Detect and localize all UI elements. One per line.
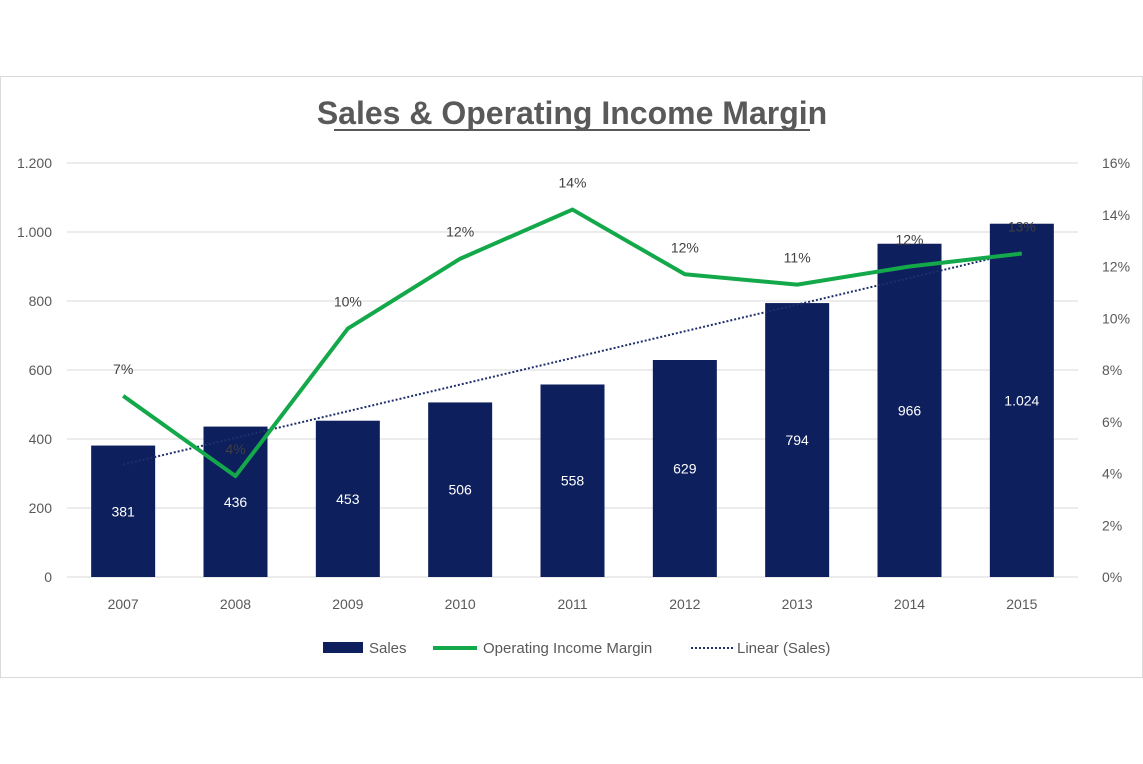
y-right-tick-label: 16% (1102, 155, 1130, 171)
sales-bar (203, 426, 268, 577)
y-right-tick-label: 2% (1102, 517, 1122, 533)
y-left-tick-label: 0 (44, 569, 52, 585)
y-left-tick-label: 1.000 (17, 224, 52, 240)
margin-data-label: 14% (558, 175, 586, 191)
legend: Sales Operating Income Margin Linear (Sale… (323, 640, 830, 657)
margin-data-label: 12% (895, 232, 923, 248)
sales-bar-label: 1.024 (1004, 392, 1039, 408)
sales-bar-label: 381 (111, 503, 135, 519)
margin-line-path (122, 207, 1023, 479)
legend-label-margin: Operating Income Margin (483, 640, 652, 657)
sales-bar-label: 506 (448, 482, 472, 498)
x-tick-label: 2014 (894, 596, 925, 612)
margin-line: 7% 4% 10% 12% 14% 12% 11% 12% 13% (113, 175, 1036, 479)
margin-data-label: 10% (334, 294, 362, 310)
y-right-tick-label: 8% (1102, 362, 1122, 378)
margin-data-label: 12% (671, 239, 699, 255)
x-axis: 2007 2008 2009 2010 2011 2012 2013 2014 2015 (108, 596, 1038, 612)
margin-data-label: 11% (784, 250, 811, 266)
margin-data-label: 4% (225, 441, 245, 457)
sales-bar-label: 453 (336, 491, 360, 507)
sales-bars: 381 436 453 506 558 629 794 966 1.024 (91, 223, 1054, 578)
y-right-tick-label: 6% (1102, 414, 1122, 430)
sales-bar (540, 384, 605, 577)
chart-area (0, 76, 1143, 678)
legend-swatch-sales (323, 642, 363, 653)
y-right-tick-label: 14% (1102, 207, 1130, 223)
y-left-tick-label: 600 (29, 362, 53, 378)
y-right-tick-label: 4% (1102, 466, 1122, 482)
x-tick-label: 2012 (669, 596, 700, 612)
y-left-tick-label: 200 (29, 500, 53, 516)
legend-label-sales: Sales (369, 640, 407, 657)
sales-bar (765, 303, 830, 577)
margin-data-label: 7% (113, 361, 133, 377)
y-right-tick-label: 0% (1102, 569, 1122, 585)
sales-bar-label: 966 (898, 402, 922, 418)
chart-title: Sales & Operating Income Margin (317, 95, 827, 131)
margin-data-label: 13% (1008, 219, 1036, 235)
x-tick-label: 2009 (332, 596, 363, 612)
x-tick-label: 2010 (445, 596, 476, 612)
sales-bar (428, 402, 493, 577)
sales-bar (877, 243, 942, 578)
x-tick-label: 2011 (557, 596, 587, 612)
x-tick-label: 2015 (1006, 596, 1037, 612)
margin-data-label: 12% (446, 224, 474, 240)
right-axis: 0% 2% 4% 6% 8% 10% 12% 14% 16% (1102, 155, 1130, 585)
left-axis: 0 200 400 600 800 1.000 1.200 (17, 155, 52, 585)
sales-bar-label: 436 (224, 494, 248, 510)
sales-bar-label: 558 (561, 473, 585, 489)
x-tick-label: 2013 (782, 596, 813, 612)
x-tick-label: 2008 (220, 596, 251, 612)
y-right-tick-label: 10% (1102, 310, 1130, 326)
sales-bar (91, 445, 156, 577)
sales-bar-label: 629 (673, 460, 697, 476)
y-left-tick-label: 1.200 (17, 155, 52, 171)
y-left-tick-label: 800 (29, 293, 53, 309)
sales-bar (652, 359, 717, 577)
y-right-tick-label: 12% (1102, 259, 1130, 275)
legend-label-trend: Linear (Sales) (737, 640, 830, 657)
sales-bar (989, 223, 1054, 577)
y-left-tick-label: 400 (29, 431, 53, 447)
sales-bar (315, 420, 380, 577)
sales-bar-label: 794 (785, 432, 809, 448)
x-tick-label: 2007 (108, 596, 139, 612)
